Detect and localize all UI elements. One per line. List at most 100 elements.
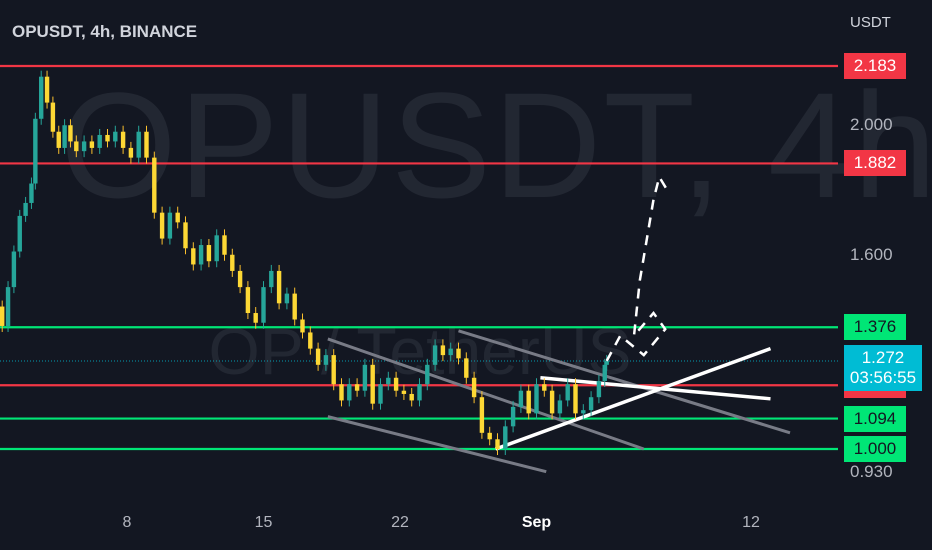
candle-body (222, 235, 227, 255)
candle-body (487, 432, 492, 440)
price-axis-tick: 0.930 (850, 461, 893, 481)
candle-body (370, 364, 375, 404)
candle-body (401, 390, 407, 394)
time-axis-tick: Sep (521, 514, 552, 531)
candle-body (183, 222, 188, 249)
candle-body (62, 125, 67, 148)
candle-body (167, 212, 173, 239)
price-level-label: 1.094 (844, 405, 906, 432)
candle-body (495, 439, 500, 449)
candle-body (602, 364, 607, 382)
current-price-value: 1.272 (861, 347, 905, 367)
time-axis-tick: 12 (742, 514, 760, 531)
candle-body (128, 147, 134, 158)
candle-body (136, 131, 141, 158)
candle-body (29, 183, 34, 203)
candle-body (518, 390, 524, 407)
trendline-white-resistance[interactable] (540, 376, 771, 401)
candle-body (159, 212, 165, 239)
time-axis-tick: 15 (254, 514, 273, 531)
symbol-title[interactable]: OPUSDT, 4h, BINANCE (12, 22, 198, 41)
candle-body (89, 141, 95, 148)
candle-body (386, 377, 391, 385)
trendline-gray-channel[interactable] (327, 415, 547, 474)
candle-body (300, 319, 305, 333)
candle-body (581, 410, 586, 414)
trendline-gray-channel[interactable] (458, 329, 791, 435)
price-level-label: 1.376 (844, 314, 906, 341)
candle-body (464, 358, 469, 378)
candle-body (573, 384, 578, 414)
candle-body (315, 348, 321, 365)
current-price-label: 1.272 03:56:55 (844, 344, 922, 391)
price-level-label: 2.183 (844, 53, 906, 79)
candle-body (503, 426, 508, 449)
trendline-gray-channel[interactable] (327, 337, 645, 451)
candle-body (440, 345, 446, 356)
candle-body (81, 141, 87, 152)
candle-body (292, 293, 297, 320)
candle-body (39, 76, 44, 119)
candle-body (425, 364, 430, 385)
candle-body (284, 293, 290, 304)
candle-body (510, 406, 516, 427)
candle-body (17, 215, 22, 252)
trendline-white-support[interactable] (494, 346, 772, 451)
candle-body (230, 254, 235, 271)
candle-body (565, 384, 570, 401)
candle-body (354, 384, 360, 391)
candle-body (269, 270, 274, 288)
candle-body (5, 287, 11, 326)
price-axis-tick: 1.600 (850, 244, 893, 264)
candle-body (23, 202, 28, 216)
candle-body (120, 131, 126, 148)
candle-body (144, 131, 149, 158)
bar-countdown: 03:56:55 (849, 367, 917, 387)
candle-body (68, 125, 73, 142)
candle-body (362, 364, 368, 391)
candle-body (308, 332, 313, 349)
candle-body (378, 384, 383, 404)
candle-body (417, 384, 422, 401)
price-axis-unit: USDT (850, 14, 891, 31)
candle-body (152, 157, 157, 213)
candle-body (323, 355, 329, 365)
candle-body (191, 248, 196, 265)
candle-body (526, 390, 531, 414)
candle-body (33, 118, 38, 184)
candle-body (245, 287, 251, 314)
candle-body (347, 384, 352, 401)
candle-body (56, 131, 61, 148)
candle-body (409, 393, 414, 401)
candle-body (253, 313, 258, 323)
price-axis-tick: 2.000 (850, 115, 893, 135)
candle-body (74, 141, 79, 152)
candle-body (557, 400, 563, 414)
price-level-label: 1.000 (844, 436, 906, 462)
price-level-label: 1.882 (844, 150, 906, 177)
candle-body (456, 348, 461, 359)
candle-body (113, 131, 118, 142)
candle-body (534, 384, 539, 414)
time-axis-tick: 22 (391, 514, 409, 531)
candle-body (198, 245, 204, 265)
candle-body (214, 235, 219, 262)
candle-body (237, 270, 243, 288)
candle-body (549, 390, 555, 414)
candle-body (542, 384, 547, 391)
candle-body (393, 377, 399, 391)
candle-body (432, 345, 438, 365)
candle-body (588, 397, 594, 411)
candle-body (479, 397, 485, 433)
watermark-pair-name: OP / TetherUS (208, 314, 632, 388)
projection-path[interactable] (605, 173, 671, 362)
candle-body (276, 270, 282, 304)
candle-body (44, 76, 50, 103)
candle-body (206, 245, 212, 262)
candle-body (175, 212, 180, 223)
candle-body (596, 381, 602, 398)
candle-body (0, 306, 5, 326)
candle-body (105, 134, 110, 142)
